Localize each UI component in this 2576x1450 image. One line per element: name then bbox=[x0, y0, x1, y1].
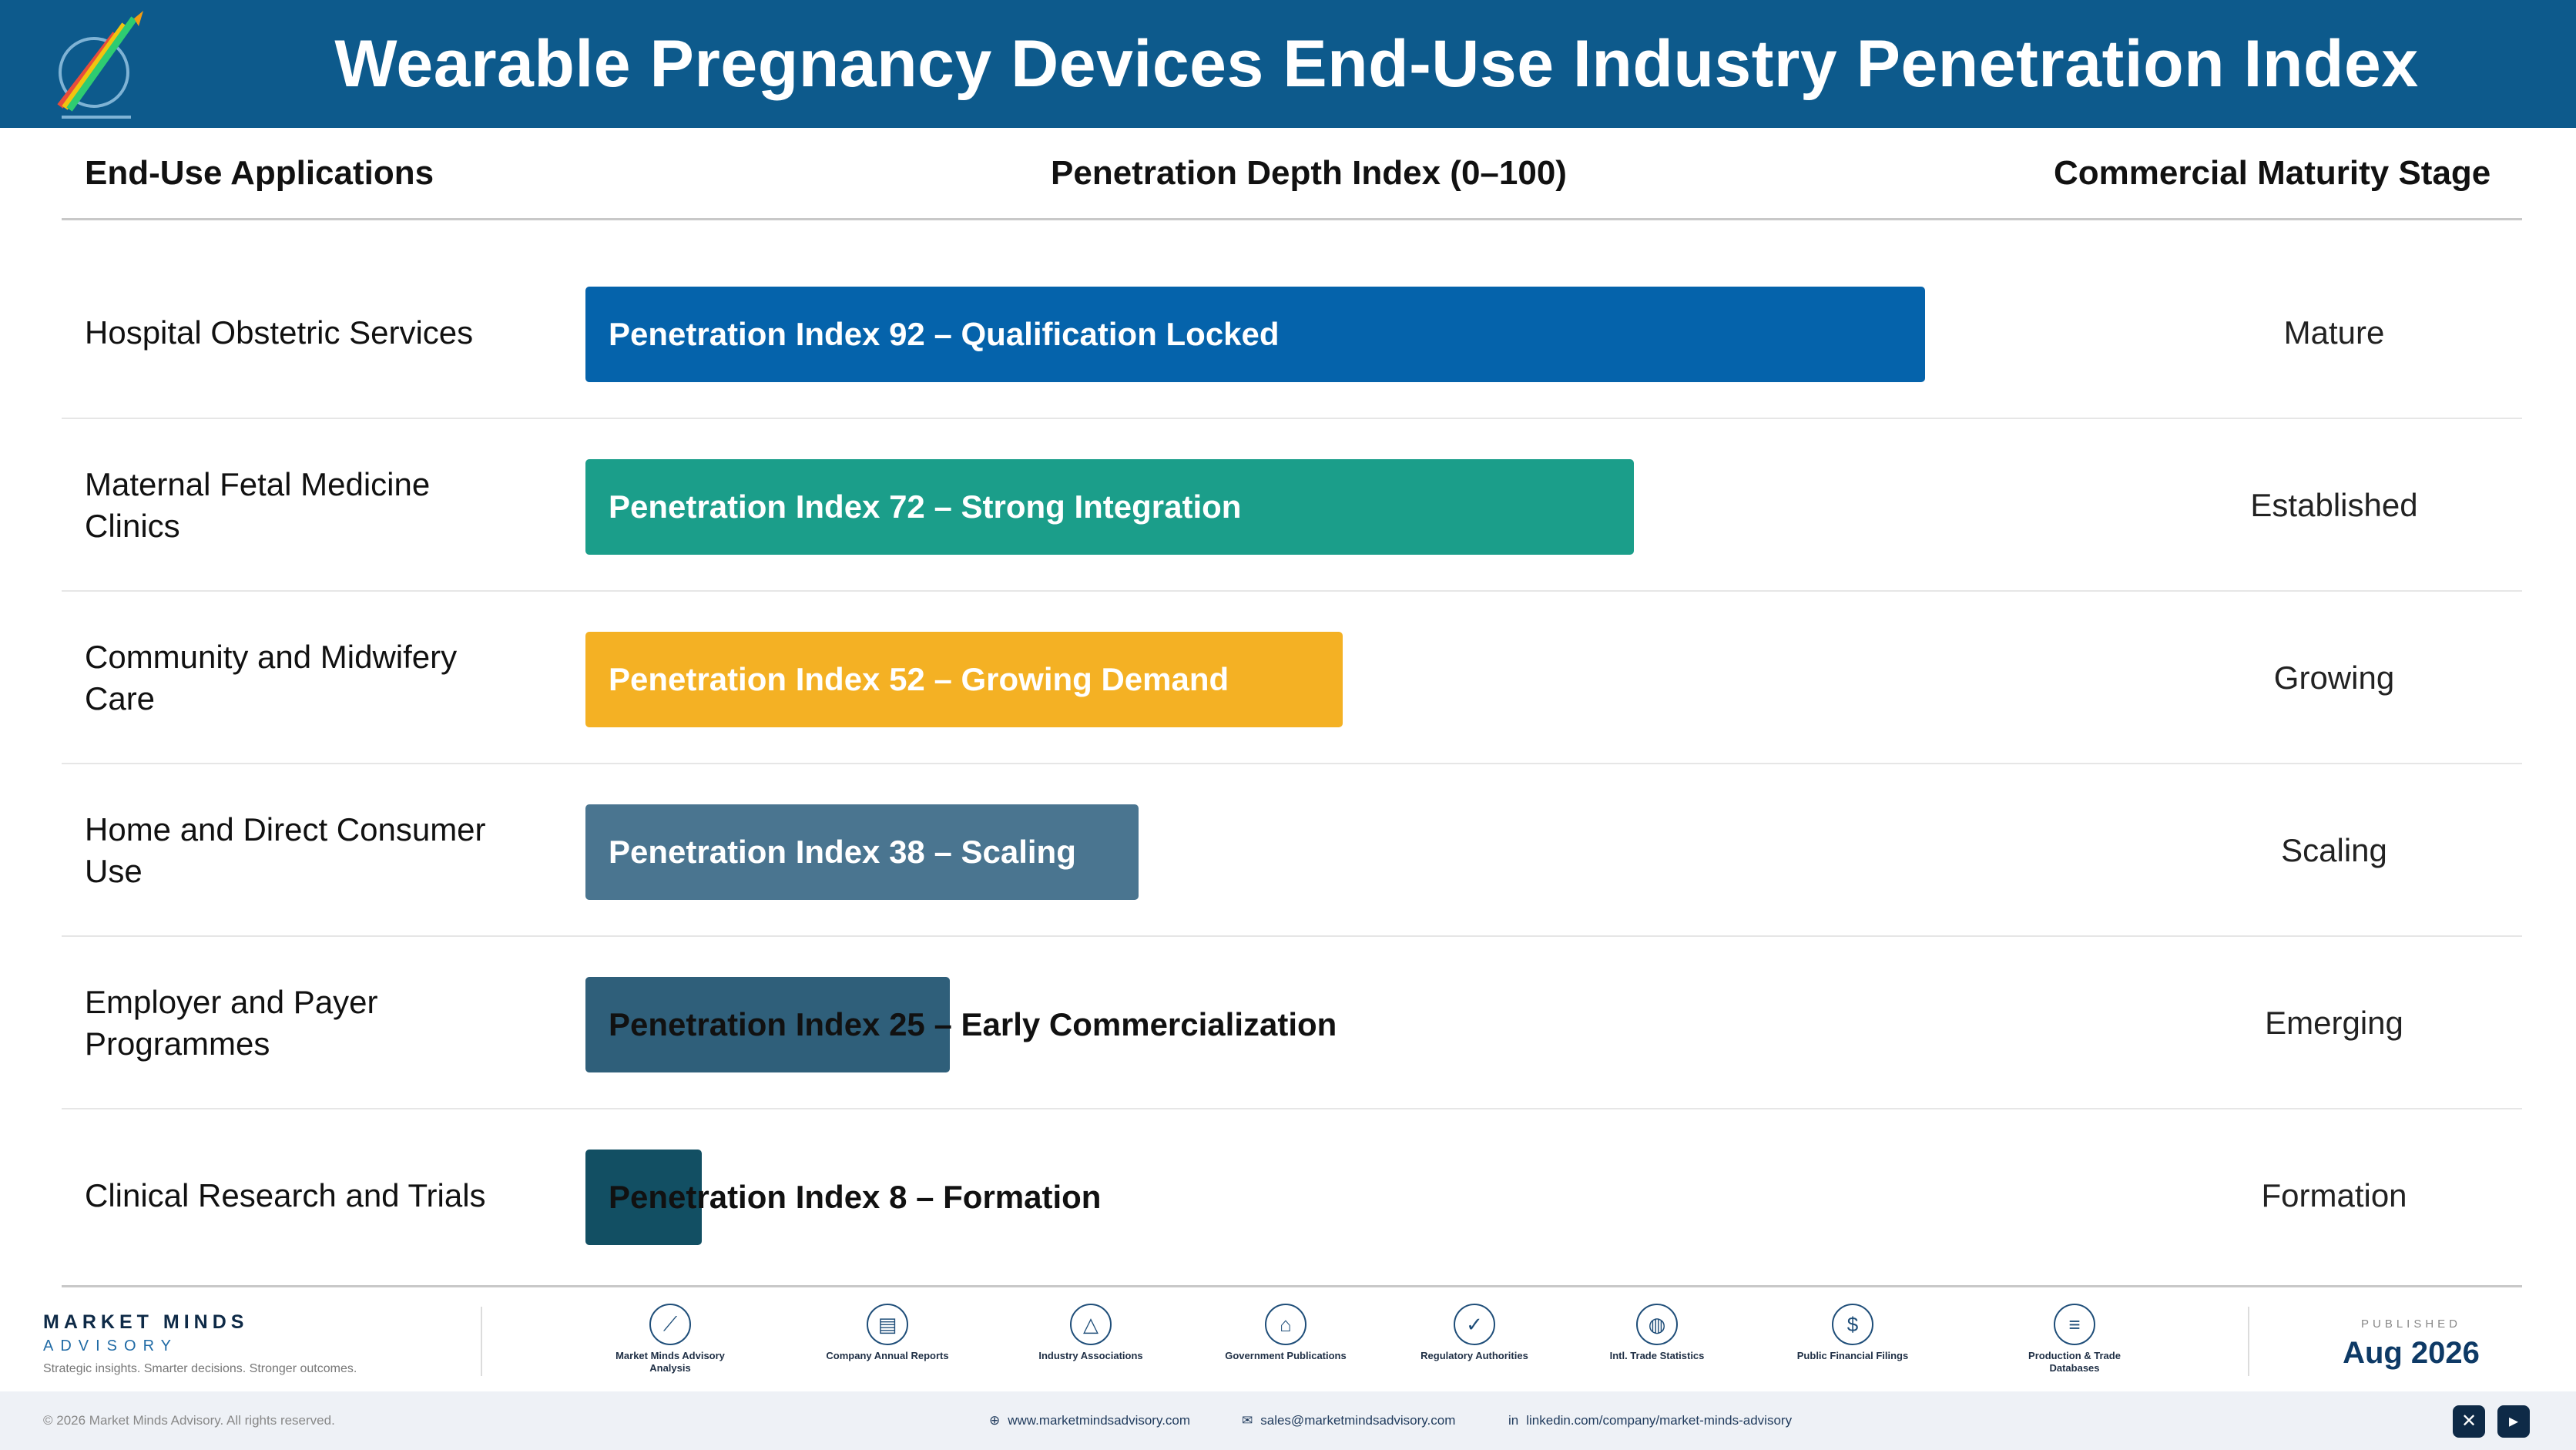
penetration-bar bbox=[585, 977, 950, 1072]
column-header-index: Penetration Depth Index (0–100) bbox=[1051, 154, 1567, 192]
bar-label: Penetration Index 92 – Qualification Loc… bbox=[609, 316, 1280, 352]
penetration-bar bbox=[585, 459, 1634, 555]
network-icon: △ bbox=[1070, 1304, 1112, 1345]
bar-label: Penetration Index 8 – Formation bbox=[609, 1179, 1102, 1215]
chart-bottom-divider bbox=[62, 1285, 2522, 1287]
penetration-bar bbox=[585, 804, 1139, 900]
row-divider bbox=[62, 1108, 2522, 1109]
website-text: www.marketmindsadvisory.com bbox=[1008, 1413, 1191, 1428]
penetration-bar bbox=[585, 287, 1925, 382]
source-industry-associations: △ Industry Associations bbox=[1021, 1304, 1160, 1362]
source-market-minds: ⟋ Market Minds Advisory Analysis bbox=[601, 1304, 740, 1374]
brand-tagline: Strategic insights. Smarter decisions. S… bbox=[43, 1362, 357, 1375]
row-divider bbox=[62, 418, 2522, 419]
copyright: © 2026 Market Minds Advisory. All rights… bbox=[43, 1413, 335, 1428]
chart-row: Employer and Payer Programmes Penetration… bbox=[62, 937, 2522, 1109]
pencil-chart-logo-icon bbox=[57, 11, 143, 119]
source-regulatory: ✓ Regulatory Authorities bbox=[1405, 1304, 1544, 1362]
application-label: Home and Direct Consumer Use bbox=[85, 811, 486, 889]
chart-row: Maternal Fetal Medicine Clinics Penetrati… bbox=[62, 419, 2522, 592]
document-icon: ▤ bbox=[867, 1304, 908, 1345]
footer: MARKET MINDS ADVISORY Strategic insights… bbox=[0, 1294, 2576, 1388]
linkedin-icon: in bbox=[1508, 1413, 1519, 1428]
source-label: Company Annual Reports bbox=[826, 1350, 949, 1361]
source-label: Intl. Trade Statistics bbox=[1609, 1350, 1705, 1361]
source-government: ⌂ Government Publications bbox=[1216, 1304, 1355, 1362]
contact-bar: © 2026 Market Minds Advisory. All rights… bbox=[0, 1391, 2576, 1450]
maturity-stage: Emerging bbox=[2265, 1005, 2403, 1041]
application-label: Maternal Fetal Medicine Clinics bbox=[85, 466, 431, 544]
chart-row: Clinical Research and Trials Penetration … bbox=[62, 1109, 2522, 1282]
page-title: Wearable Pregnancy Devices End-Use Indus… bbox=[334, 27, 2419, 101]
row-divider bbox=[62, 935, 2522, 937]
government-building-icon: ⌂ bbox=[1265, 1304, 1306, 1345]
linkedin-text: linkedin.com/company/market-minds-adviso… bbox=[1526, 1413, 1793, 1428]
maturity-stage: Scaling bbox=[2281, 832, 2387, 868]
row-divider bbox=[62, 763, 2522, 764]
published-date: Aug 2026 bbox=[2343, 1336, 2480, 1370]
x-social-icon[interactable]: ✕ bbox=[2453, 1405, 2485, 1438]
header-divider bbox=[62, 218, 2522, 220]
website-link[interactable]: ⊕ www.marketmindsadvisory.com bbox=[989, 1391, 1190, 1450]
maturity-stage: Growing bbox=[2273, 660, 2395, 696]
application-label: Employer and Payer Programmes bbox=[85, 984, 378, 1062]
chart-row: Hospital Obstetric Services Penetration I… bbox=[62, 247, 2522, 419]
dollar-coin-icon: $ bbox=[1832, 1304, 1873, 1345]
source-label: Industry Associations bbox=[1038, 1350, 1143, 1361]
application-label: Community and Midwifery Care bbox=[85, 639, 458, 717]
column-header-stage: Commercial Maturity Stage bbox=[2054, 154, 2491, 192]
brand-name: MARKET MINDS bbox=[43, 1311, 249, 1333]
maturity-stage: Formation bbox=[2261, 1177, 2407, 1213]
maturity-stage: Mature bbox=[2283, 314, 2385, 351]
email-link[interactable]: ✉ sales@marketmindsadvisory.com bbox=[1242, 1391, 1455, 1450]
brand-sub: ADVISORY bbox=[43, 1338, 178, 1354]
penetration-bar bbox=[585, 632, 1343, 727]
source-annual-reports: ▤ Company Annual Reports bbox=[818, 1304, 957, 1362]
row-divider bbox=[62, 590, 2522, 592]
bar-label: Penetration Index 52 – Growing Demand bbox=[609, 661, 1229, 697]
email-text: sales@marketmindsadvisory.com bbox=[1260, 1413, 1456, 1428]
chart-row: Home and Direct Consumer Use Penetration … bbox=[62, 764, 2522, 937]
column-header-applications: End-Use Applications bbox=[85, 154, 434, 192]
title-bar: Wearable Pregnancy Devices End-Use Indus… bbox=[0, 0, 2576, 128]
chart-row: Community and Midwifery Care Penetration … bbox=[62, 592, 2522, 764]
source-trade-statistics: ◍ Intl. Trade Statistics bbox=[1588, 1304, 1726, 1362]
source-financial-filings: $ Public Financial Filings bbox=[1783, 1304, 1922, 1362]
maturity-stage: Established bbox=[2250, 487, 2418, 523]
shield-check-icon: ✓ bbox=[1454, 1304, 1495, 1345]
bar-label: Penetration Index 72 – Strong Integratio… bbox=[609, 488, 1242, 525]
penetration-bar bbox=[585, 1150, 703, 1245]
bar-label: Penetration Index 38 – Scaling bbox=[609, 834, 1076, 870]
globe-icon: ⊕ bbox=[989, 1413, 1001, 1428]
bar-label: Penetration Index 25 – Early Commerciali… bbox=[609, 1006, 1337, 1042]
source-trade-databases: ≡ Production & Trade Databases bbox=[2005, 1304, 2144, 1374]
mail-icon: ✉ bbox=[1242, 1413, 1253, 1428]
footer-divider bbox=[2248, 1307, 2249, 1376]
source-label: Public Financial Filings bbox=[1796, 1350, 1909, 1361]
footer-divider bbox=[481, 1307, 482, 1376]
trend-chart-icon: ⟋ bbox=[649, 1304, 691, 1345]
application-label: Clinical Research and Trials bbox=[85, 1177, 486, 1213]
application-label: Hospital Obstetric Services bbox=[85, 314, 474, 351]
linkedin-link[interactable]: in linkedin.com/company/market-minds-advi… bbox=[1508, 1391, 1792, 1450]
source-label: Production & Trade Databases bbox=[2028, 1350, 2121, 1374]
globe-icon: ◍ bbox=[1636, 1304, 1678, 1345]
published-label: PUBLISHED bbox=[2360, 1317, 2462, 1331]
source-label: Market Minds Advisory Analysis bbox=[615, 1350, 725, 1374]
source-label: Regulatory Authorities bbox=[1420, 1350, 1528, 1361]
source-label: Government Publications bbox=[1225, 1350, 1347, 1361]
youtube-icon[interactable]: ▸ bbox=[2497, 1405, 2530, 1438]
database-icon: ≡ bbox=[2054, 1304, 2095, 1345]
